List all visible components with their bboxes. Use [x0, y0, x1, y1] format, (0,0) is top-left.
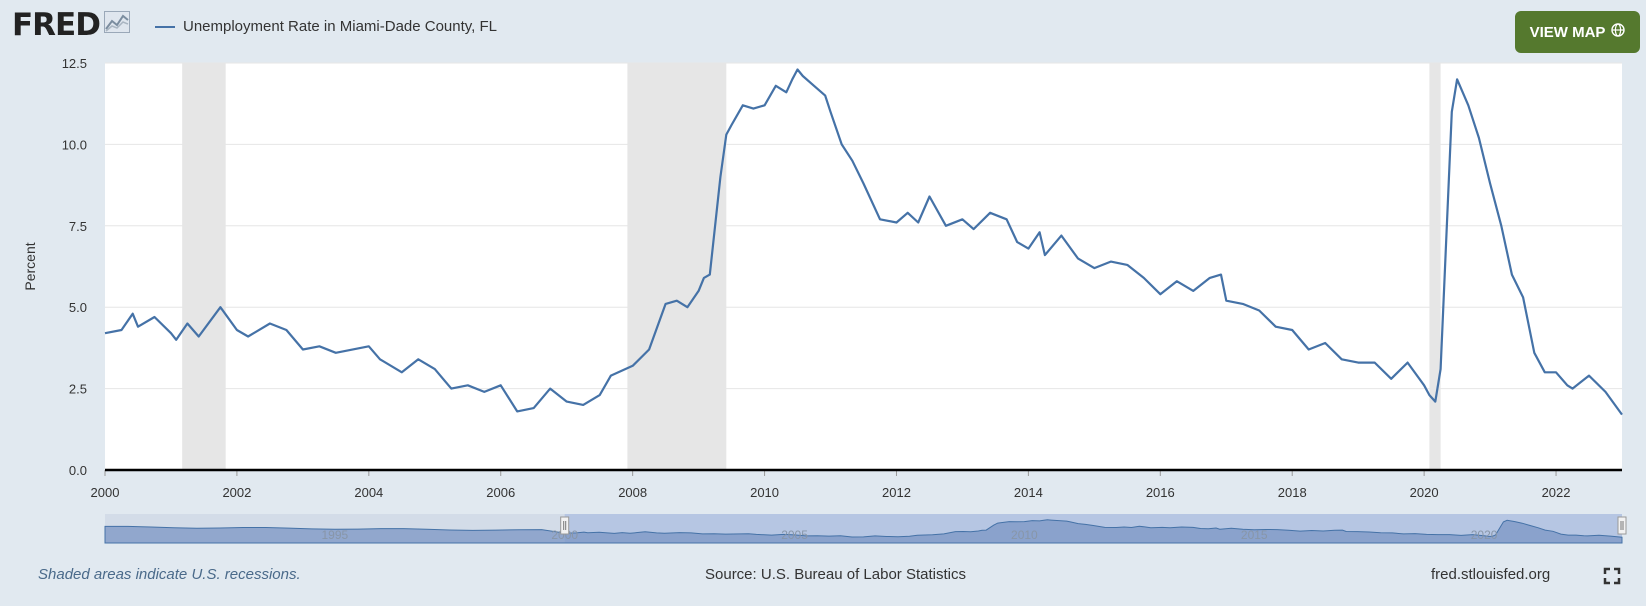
x-tick-label: 2006: [486, 485, 515, 500]
y-tick-label: 5.0: [69, 300, 87, 315]
y-tick-label: 7.5: [69, 219, 87, 234]
x-tick-label: 2014: [1014, 485, 1043, 500]
recession-note: Shaded areas indicate U.S. recessions.: [38, 566, 301, 583]
x-tick-label: 2010: [750, 485, 779, 500]
globe-icon: [1611, 23, 1626, 41]
x-tick-label: 2004: [354, 485, 383, 500]
navigator-tick-label: 2000: [551, 528, 578, 542]
x-tick-label: 2018: [1278, 485, 1307, 500]
y-tick-label: 10.0: [62, 137, 87, 152]
view-map-label: VIEW MAP: [1529, 23, 1606, 41]
chart-header: FRED Unemployment Rate in Miami-Dade Cou…: [0, 0, 1646, 60]
x-tick-label: 2016: [1146, 485, 1175, 500]
series-line: [104, 68, 1623, 416]
chart-legend[interactable]: Unemployment Rate in Miami-Dade County, …: [155, 18, 497, 35]
navigator-tick-label: 2005: [781, 528, 808, 542]
navigator-tick-label: 2020: [1471, 528, 1498, 542]
x-tick-label: 2020: [1410, 485, 1439, 500]
navigator-tick-label: 2010: [1011, 528, 1038, 542]
x-tick-label: 2008: [618, 485, 647, 500]
legend-line-swatch: [155, 25, 175, 28]
x-tick-label: 2012: [882, 485, 911, 500]
x-tick-label: 2002: [222, 485, 251, 500]
navigator-tick-label: 1995: [321, 528, 348, 542]
navigator-handle[interactable]: [560, 516, 570, 535]
navigator-tick-label: 2015: [1241, 528, 1268, 542]
source-credit: Source: U.S. Bureau of Labor Statistics: [705, 566, 966, 583]
navigator-series: [104, 519, 1623, 544]
y-axis-title: Percent: [22, 242, 38, 290]
legend-series-label: Unemployment Rate in Miami-Dade County, …: [183, 18, 498, 35]
fred-logo-text: FRED: [12, 7, 101, 43]
plot-area: [105, 63, 1622, 470]
y-tick-label: 12.5: [62, 56, 87, 71]
fullscreen-icon[interactable]: [1603, 567, 1621, 590]
handle-body: [560, 516, 570, 535]
graph-icon: [103, 11, 130, 38]
recession-band: [1429, 63, 1441, 470]
view-map-button[interactable]: VIEW MAP: [1515, 11, 1640, 53]
x-tick-label: 2022: [1542, 485, 1571, 500]
y-tick-label: 2.5: [69, 382, 87, 397]
recession-band: [182, 63, 226, 470]
y-tick-label: 0.0: [69, 463, 87, 478]
handle-body: [1617, 516, 1627, 535]
fred-url-link[interactable]: fred.stlouisfed.org: [1431, 566, 1551, 583]
fred-logo[interactable]: FRED: [12, 8, 130, 42]
x-tick-label: 2000: [91, 485, 120, 500]
navigator-handle[interactable]: [1617, 516, 1627, 535]
